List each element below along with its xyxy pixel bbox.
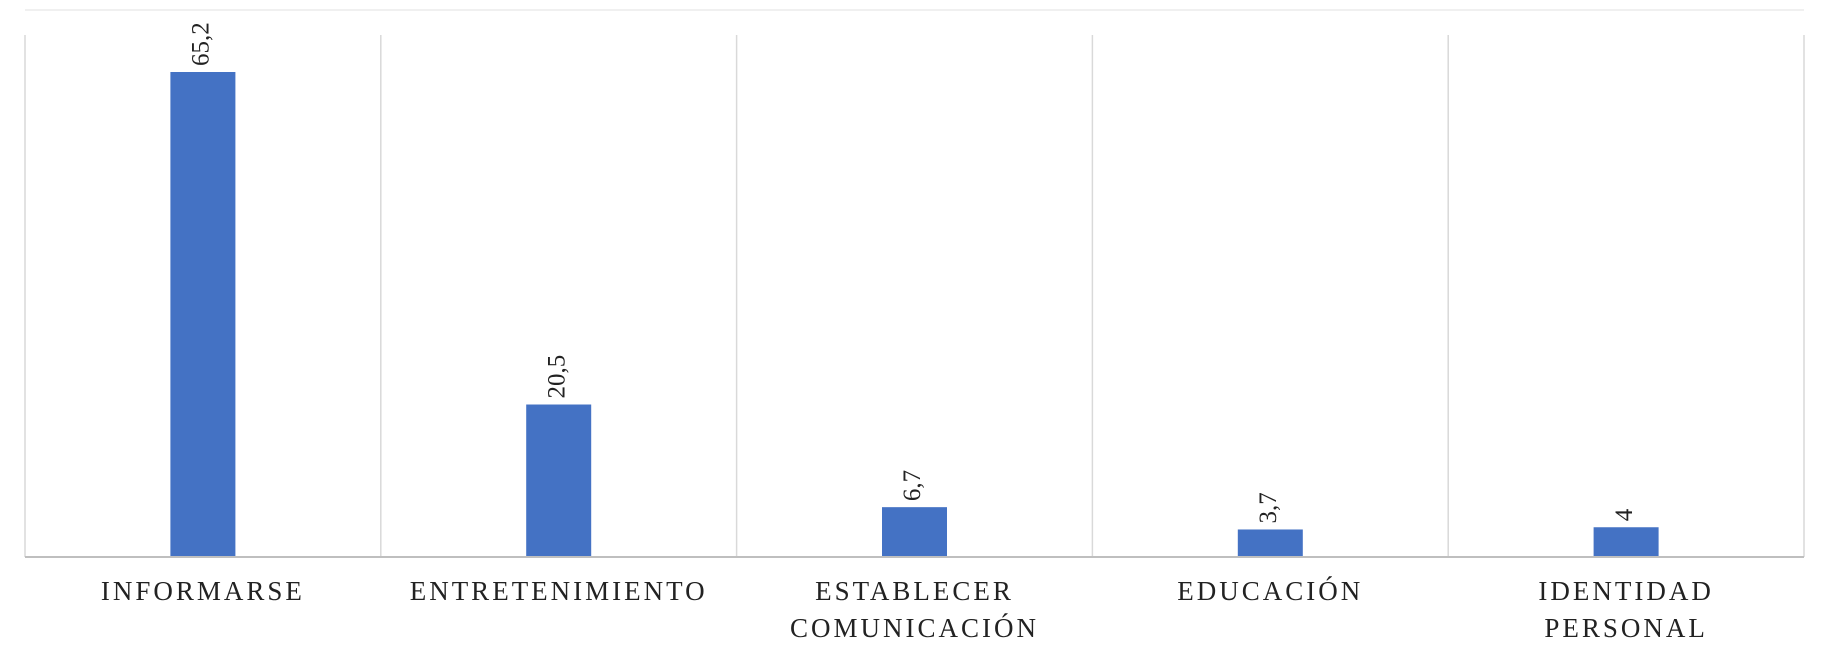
bar-0 [170,72,236,557]
category-label-4-1: PERSONAL [1544,613,1708,643]
data-label-3: 3,7 [1255,492,1282,523]
category-labels: INFORMARSE ENTRETENIMIENTO ESTABLECER COMUN… [101,576,1713,643]
category-label-2-1: COMUNICACIÓN [790,613,1039,643]
bar-3 [1237,529,1303,557]
data-label-0: 65,2 [188,22,215,66]
data-label-1: 20,5 [543,355,570,399]
category-label-2-0: ESTABLECER [815,576,1014,606]
category-label-4-0: IDENTIDAD [1538,576,1713,606]
data-label-2: 6,7 [899,470,926,501]
category-label-1-0: ENTRETENIMIENTO [410,576,708,606]
bar-1 [526,404,592,557]
bars [170,72,1659,557]
category-label-3-0: EDUCACIÓN [1177,576,1363,606]
gridlines [24,35,1805,557]
category-label-0-0: INFORMARSE [101,576,305,606]
data-label-4: 4 [1611,508,1638,521]
data-labels: 65,2 20,5 6,7 3,7 4 [188,22,1638,523]
bar-4 [1593,527,1659,557]
bar-2 [882,507,947,557]
